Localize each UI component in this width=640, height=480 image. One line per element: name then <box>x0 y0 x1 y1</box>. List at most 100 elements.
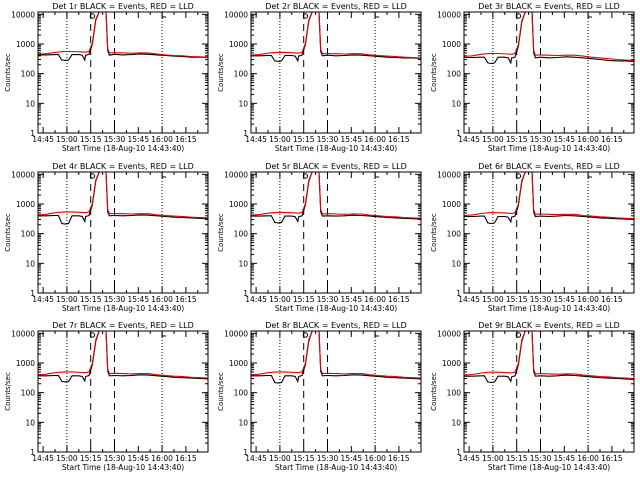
x-tick-label: 15:00 <box>482 135 504 144</box>
y-axis-label: Counts/sec <box>430 213 438 252</box>
x-tick-label: 15:30 <box>104 135 126 144</box>
x-tick-label: 15:00 <box>269 295 291 304</box>
bracket-marker <box>161 12 167 18</box>
x-tick-label: 15:00 <box>482 454 504 463</box>
x-tick-label: 15:00 <box>269 135 291 144</box>
bracket-marker <box>374 172 380 178</box>
y-tick-label: 1000 <box>16 359 35 368</box>
x-tick-label: 15:30 <box>530 295 552 304</box>
x-tick-label: 14:45 <box>245 454 267 463</box>
peak-marker <box>515 173 522 179</box>
x-tick-label: 16:00 <box>364 454 386 463</box>
x-tick-label: 16:15 <box>601 295 623 304</box>
y-tick-label: 10 <box>451 259 461 268</box>
y-tick-label: 100 <box>21 70 36 79</box>
x-tick-label: 15:30 <box>104 295 126 304</box>
x-tick-label: 16:00 <box>577 135 599 144</box>
x-tick-label: 15:00 <box>56 454 78 463</box>
y-tick-label: 100 <box>447 230 462 239</box>
x-tick-label: 15:45 <box>553 135 575 144</box>
x-axis-label: Start Time (18-Aug-10 14:43:40) <box>275 304 397 313</box>
x-axis-label: Start Time (18-Aug-10 14:43:40) <box>488 304 610 313</box>
x-tick-label: 14:45 <box>32 295 54 304</box>
y-tick-label: 10 <box>238 259 248 268</box>
x-tick-label: 16:15 <box>175 454 197 463</box>
y-tick-label: 10000 <box>11 170 35 179</box>
y-tick-label: 10000 <box>11 10 35 19</box>
y-tick-label: 100 <box>21 230 36 239</box>
plot-frame <box>250 330 422 453</box>
x-tick-label: 16:15 <box>388 135 410 144</box>
x-tick-label: 15:45 <box>553 295 575 304</box>
y-tick-label: 10000 <box>224 170 248 179</box>
x-tick-label: 15:00 <box>56 135 78 144</box>
plot-frame <box>463 330 635 453</box>
series-line-events <box>251 171 422 224</box>
y-tick-label: 100 <box>447 389 462 398</box>
y-tick-label: 10 <box>25 259 35 268</box>
y-tick-label: 10000 <box>11 329 35 338</box>
chart-title: Det 8r BLACK = Events, RED = LLD <box>265 321 407 330</box>
x-axis-label: Start Time (18-Aug-10 14:43:40) <box>62 304 184 313</box>
chart-panel-5: 1 10 100 1000 10000 14:45 15:00 15:15 15:30 15:45… <box>217 162 422 313</box>
x-tick-label: 15:15 <box>80 135 102 144</box>
series-line-lld <box>250 11 422 59</box>
plot-frame <box>463 171 635 294</box>
bracket-marker <box>587 12 593 18</box>
series-line-events <box>251 330 422 384</box>
x-tick-label: 15:45 <box>553 454 575 463</box>
x-tick-label: 15:15 <box>506 295 528 304</box>
chart-title: Det 5r BLACK = Events, RED = LLD <box>265 162 407 171</box>
x-tick-label: 15:00 <box>269 454 291 463</box>
y-tick-label: 1000 <box>16 40 35 49</box>
plot-frame <box>463 11 635 134</box>
x-tick-label: 15:30 <box>317 295 339 304</box>
x-tick-label: 15:15 <box>80 454 102 463</box>
bracket-marker <box>587 331 593 337</box>
y-tick-label: 1000 <box>229 359 248 368</box>
y-tick-label: 10000 <box>437 170 461 179</box>
y-tick-label: 10 <box>451 418 461 427</box>
y-tick-label: 100 <box>447 70 462 79</box>
x-tick-label: 14:45 <box>32 135 54 144</box>
bracket-marker <box>161 172 167 178</box>
y-tick-label: 1 <box>30 448 35 457</box>
peak-marker <box>302 13 309 19</box>
x-axis-label: Start Time (18-Aug-10 14:43:40) <box>275 463 397 472</box>
y-axis-label: Counts/sec <box>4 372 12 411</box>
y-tick-label: 10 <box>238 99 248 108</box>
x-tick-label: 16:00 <box>151 454 173 463</box>
series-line-lld <box>37 171 209 219</box>
x-tick-label: 15:00 <box>56 295 78 304</box>
x-tick-label: 15:45 <box>127 135 149 144</box>
series-line-lld <box>250 171 422 219</box>
x-tick-label: 14:45 <box>458 295 480 304</box>
y-tick-label: 1000 <box>229 40 248 49</box>
chart-panel-6: 1 10 100 1000 10000 14:45 15:00 15:15 15:30 15:45… <box>430 162 635 313</box>
chart-panel-9: 1 10 100 1000 10000 14:45 15:00 15:15 15:30 15:45… <box>430 321 635 472</box>
x-tick-label: 16:15 <box>175 295 197 304</box>
y-tick-label: 10000 <box>224 10 248 19</box>
x-tick-label: 16:00 <box>364 135 386 144</box>
y-tick-label: 1 <box>456 448 461 457</box>
y-axis-label: Counts/sec <box>217 53 225 92</box>
series-line-lld <box>463 11 635 61</box>
peak-marker <box>302 173 309 179</box>
chart-title: Det 2r BLACK = Events, RED = LLD <box>265 2 407 11</box>
y-tick-label: 10 <box>25 418 35 427</box>
x-tick-label: 15:30 <box>530 135 552 144</box>
series-line-lld <box>250 330 422 379</box>
chart-panel-7: 1 10 100 1000 10000 14:45 15:00 15:15 15:30 15:45… <box>4 321 209 472</box>
x-tick-label: 16:15 <box>388 454 410 463</box>
y-tick-label: 1 <box>30 289 35 298</box>
x-tick-label: 14:45 <box>458 135 480 144</box>
chart-panel-1: 1 10 100 1000 10000 14:45 15:00 15:15 15:30 15:45… <box>4 2 209 153</box>
chart-title: Det 1r BLACK = Events, RED = LLD <box>52 2 194 11</box>
chart-panel-2: 1 10 100 1000 10000 14:45 15:00 15:15 15:30 15:45… <box>217 2 422 153</box>
x-axis-label: Start Time (18-Aug-10 14:43:40) <box>62 463 184 472</box>
y-tick-label: 100 <box>234 70 249 79</box>
y-axis-label: Counts/sec <box>217 213 225 252</box>
chart-panel-3: 1 10 100 1000 10000 14:45 15:00 15:15 15:30 15:45… <box>430 2 635 153</box>
series-line-lld <box>37 330 209 379</box>
